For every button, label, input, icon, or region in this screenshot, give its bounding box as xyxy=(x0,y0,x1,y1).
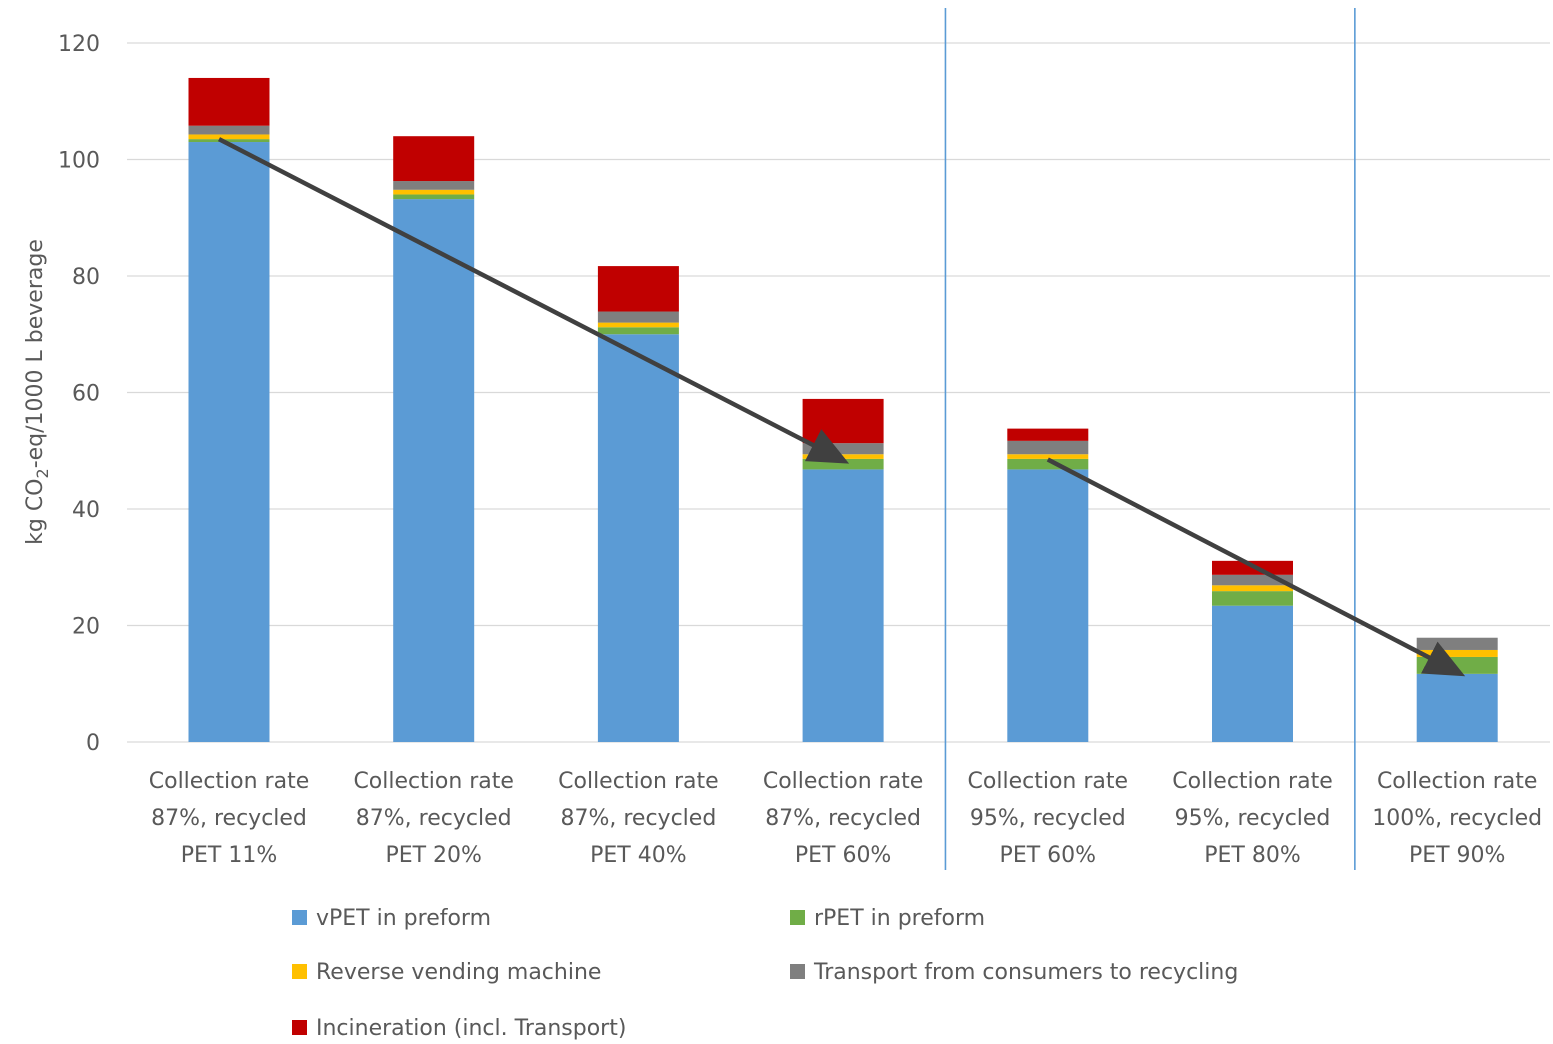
legend-swatch xyxy=(790,964,805,979)
legend-label: Reverse vending machine xyxy=(316,960,601,985)
bar-segment xyxy=(1007,454,1089,459)
bar-segment xyxy=(597,266,679,312)
bar-segment xyxy=(597,311,679,323)
x-category-label: Collection rate 95%, recycled PET 80% xyxy=(1172,769,1333,868)
y-tick-label: 80 xyxy=(72,265,100,290)
bar-segment xyxy=(1007,440,1089,455)
bar-segment xyxy=(1007,428,1089,441)
bar-segment xyxy=(188,77,270,126)
legend-label: Transport from consumers to recycling xyxy=(813,960,1238,985)
bar-segment xyxy=(597,334,679,742)
legend-item: rPET in preform xyxy=(790,906,985,931)
legend-label: rPET in preform xyxy=(814,906,985,931)
x-category-label: Collection rate 87%, recycled PET 20% xyxy=(353,769,514,868)
trend-arrow xyxy=(217,137,850,464)
trend-arrow xyxy=(1046,457,1466,677)
x-category-label: Collection rate 87%, recycled PET 40% xyxy=(558,769,719,868)
y-tick-label: 100 xyxy=(58,149,100,174)
bar-segment xyxy=(188,142,270,742)
legend-item: Transport from consumers to recycling xyxy=(790,960,1238,985)
bar-segment xyxy=(802,469,884,742)
legend-item: Reverse vending machine xyxy=(292,960,601,985)
trend-arrows xyxy=(217,137,1466,677)
y-tick-label: 20 xyxy=(72,615,100,640)
bar-segment xyxy=(1212,605,1293,742)
y-tick-label: 120 xyxy=(58,32,100,57)
bar-segment xyxy=(1416,637,1498,650)
bar-segment xyxy=(597,327,679,335)
legend-swatch xyxy=(292,910,307,925)
bar-segment xyxy=(1007,469,1089,742)
bar-segment xyxy=(393,136,475,182)
bar-segment xyxy=(1212,585,1293,592)
bar-segment xyxy=(393,181,475,190)
y-tick-label: 40 xyxy=(72,498,100,523)
group-separators xyxy=(944,8,1356,870)
x-category-label: Collection rate 100%, recycled PET 90% xyxy=(1372,769,1542,868)
legend-item: Incineration (incl. Transport) xyxy=(292,1016,626,1041)
bar-segment xyxy=(1416,673,1498,742)
legend-label: vPET in preform xyxy=(316,906,491,931)
bar-segment xyxy=(188,134,270,140)
bar-segment xyxy=(188,139,270,143)
x-category-label: Collection rate 95%, recycled PET 60% xyxy=(968,769,1129,868)
bar-segment xyxy=(393,189,475,195)
bars xyxy=(188,77,1498,743)
bar-segment xyxy=(597,322,679,328)
x-category-label: Collection rate 87%, recycled PET 60% xyxy=(763,769,924,868)
bar-segment xyxy=(802,454,884,459)
bar-segment xyxy=(188,125,270,135)
y-axis-label: kg CO2-eq/1000 L beverage xyxy=(23,239,52,545)
y-tick-label: 0 xyxy=(86,731,100,756)
legend-swatch xyxy=(292,1020,307,1035)
bar-segment xyxy=(1212,591,1293,606)
bar-segment xyxy=(393,194,475,200)
bar-segment xyxy=(802,398,884,444)
y-tick-label: 60 xyxy=(72,382,100,407)
legend-swatch xyxy=(292,964,307,979)
x-category-label: Collection rate 87%, recycled PET 11% xyxy=(149,769,310,868)
legend: vPET in preform rPET in preform Reverse ve… xyxy=(292,906,1238,1041)
y-axis-ticks: 0 20 40 60 80 100 120 xyxy=(58,32,100,756)
legend-label: Incineration (incl. Transport) xyxy=(316,1016,626,1041)
legend-swatch xyxy=(790,910,805,925)
bar-segment xyxy=(393,199,475,743)
bar-segment xyxy=(1212,574,1293,586)
legend-item: vPET in preform xyxy=(292,906,491,931)
bar-segment xyxy=(1007,458,1089,470)
bar-segment xyxy=(802,458,884,470)
x-axis-labels: Collection rate 87%, recycled PET 11% Colle… xyxy=(149,769,1542,868)
